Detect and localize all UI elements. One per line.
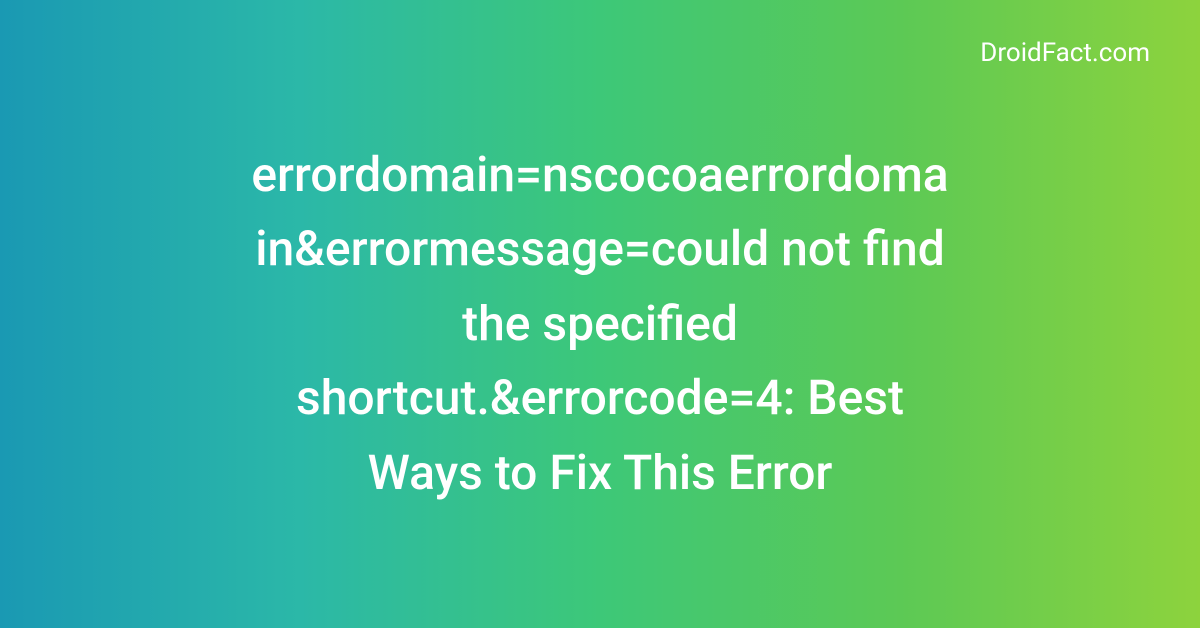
site-name: DroidFact.com [980, 38, 1150, 68]
banner-container: DroidFact.com errordomain=nscocoaerrordo… [0, 0, 1200, 628]
page-title: errordomain=nscocoaerrordomain&errormess… [210, 138, 990, 510]
